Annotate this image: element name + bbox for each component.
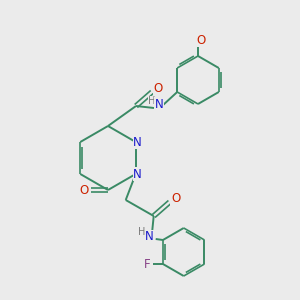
Text: O: O bbox=[196, 34, 206, 46]
Text: H: H bbox=[138, 227, 146, 237]
Text: N: N bbox=[145, 230, 154, 244]
Text: N: N bbox=[154, 98, 164, 110]
Text: F: F bbox=[144, 257, 150, 271]
Text: O: O bbox=[171, 193, 180, 206]
Text: O: O bbox=[80, 184, 88, 196]
Text: N: N bbox=[133, 136, 142, 148]
Text: H: H bbox=[148, 96, 156, 106]
Text: N: N bbox=[133, 167, 142, 181]
Text: O: O bbox=[153, 82, 163, 95]
